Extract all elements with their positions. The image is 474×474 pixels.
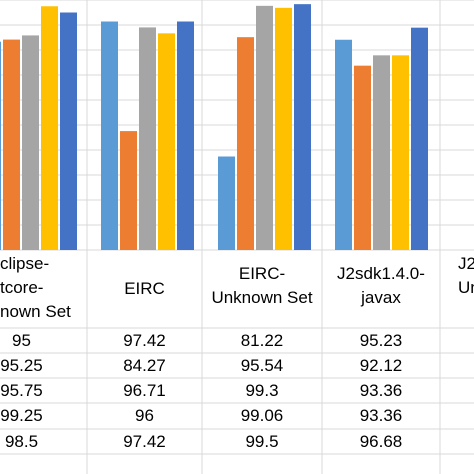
bar-series2-cat2 (120, 131, 137, 250)
bar-series3-cat1 (22, 35, 39, 250)
table-cell: 84.27 (123, 356, 166, 375)
bar-series3-cat3 (256, 5, 273, 251)
table-cell: 97.42 (123, 331, 166, 350)
bar-series5-cat1 (60, 12, 77, 250)
table-cell: 93.36 (359, 406, 403, 425)
bar-series1-cat4 (335, 39, 352, 250)
bar-series4-cat1 (41, 6, 58, 250)
bar-series1-cat1 (0, 41, 1, 250)
category-label: J2sdk1.4.0- javax (337, 264, 425, 307)
table-cell: 95.25 (0, 356, 43, 375)
category-label: J2 Un (458, 254, 474, 297)
table-cell: 99.5 (245, 432, 279, 451)
category-label: EIRC- Unknown Set (211, 264, 313, 307)
bar-series3-cat2 (139, 27, 156, 250)
bar-series2-cat1 (3, 39, 20, 251)
bar-series5-cat4 (411, 27, 428, 250)
table-cell: 93.36 (359, 381, 403, 400)
table-cell: 92.12 (359, 356, 403, 375)
table-cell: 95.23 (359, 331, 403, 350)
bar-series2-cat4 (354, 65, 371, 251)
category-label: clipse- tcore- nown Set (0, 254, 71, 321)
bar-series3-cat4 (373, 55, 390, 251)
table-cell: 95 (12, 331, 31, 350)
table-cell: 99.06 (240, 406, 284, 425)
table-cell: 96 (135, 406, 154, 425)
bar-series4-cat3 (275, 7, 292, 251)
bar-series5-cat2 (177, 21, 194, 250)
bar-series1-cat2 (101, 21, 118, 250)
table-cell: 99.25 (0, 406, 43, 425)
table-cell: 99.3 (245, 381, 279, 400)
category-label: EIRC (124, 279, 165, 298)
bar-series1-cat3 (218, 156, 235, 250)
table-cell: 96.68 (359, 432, 403, 451)
bar-series4-cat4 (392, 55, 409, 251)
table-cell: 96.71 (123, 381, 166, 400)
table-cell: 98.5 (4, 432, 39, 451)
table-cell: 95.54 (240, 356, 284, 375)
bar-series5-cat3 (294, 4, 311, 250)
table-cell: 81.22 (240, 331, 284, 350)
bar-series2-cat3 (237, 37, 254, 250)
table-cell: 97.42 (123, 432, 166, 451)
table-cell: 95.75 (0, 381, 43, 400)
bar-series4-cat2 (158, 33, 175, 251)
